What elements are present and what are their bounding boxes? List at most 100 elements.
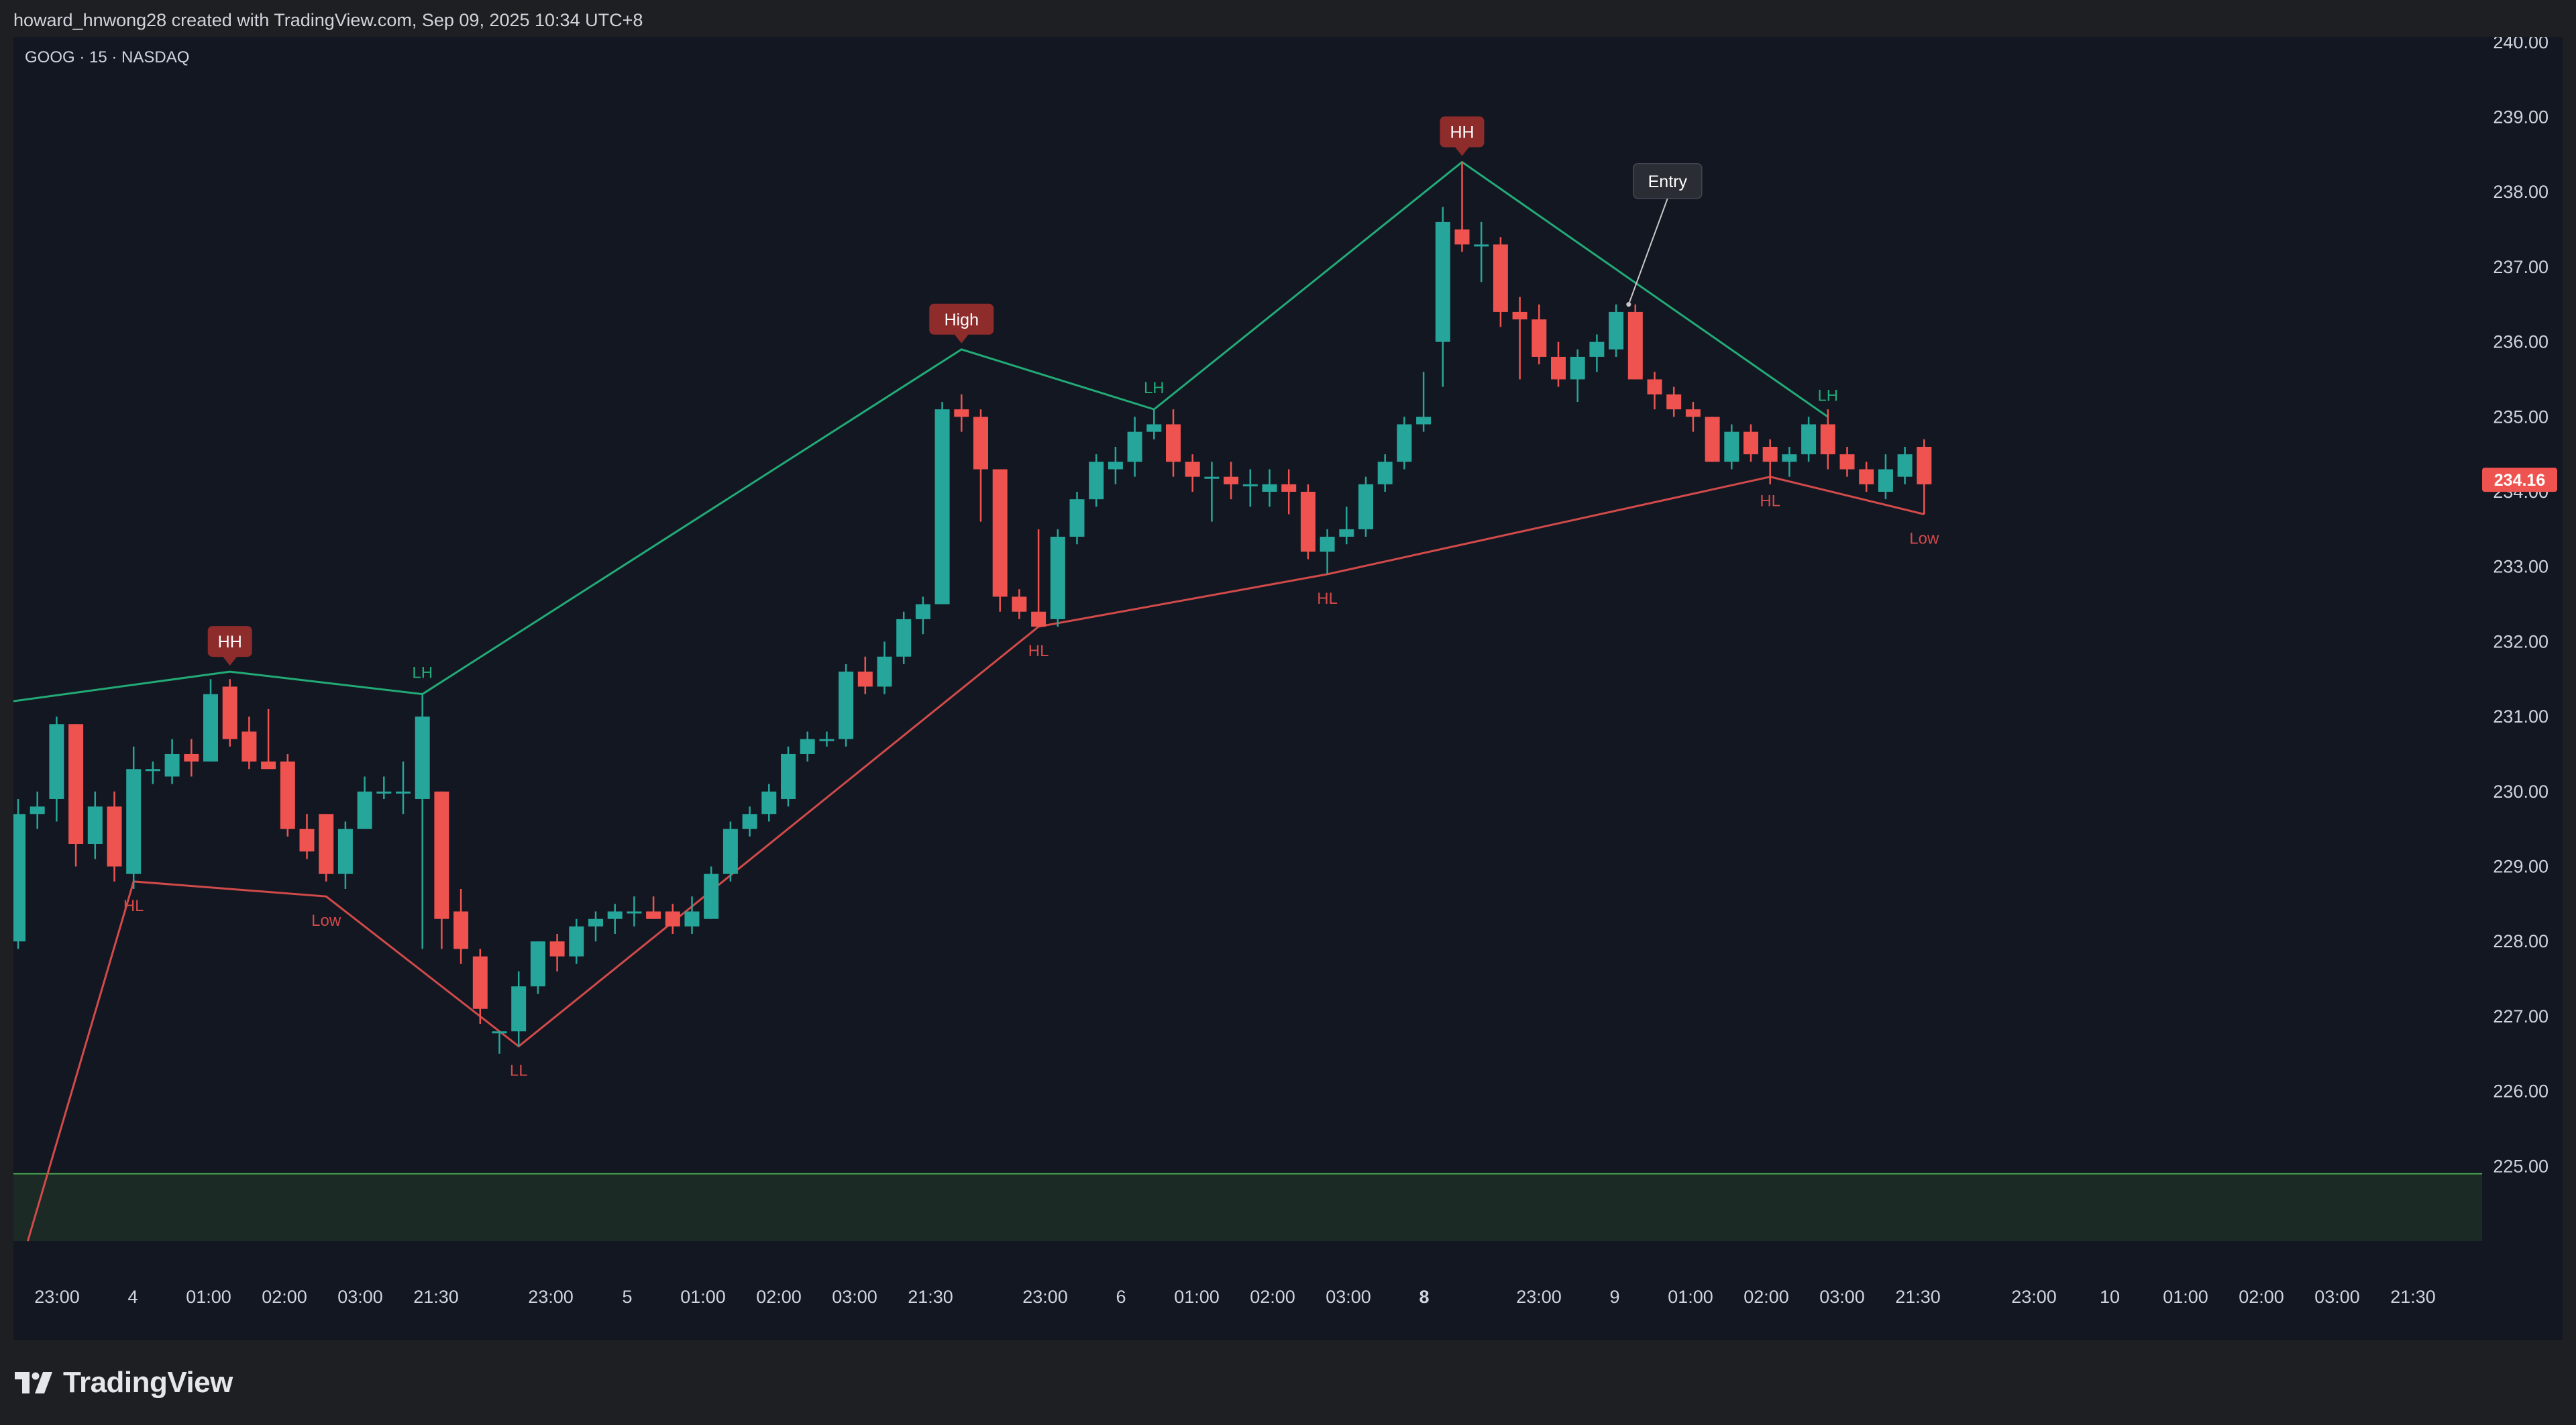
tradingview-brand[interactable]: TradingView bbox=[15, 1366, 233, 1399]
candle-body bbox=[1185, 462, 1200, 477]
entry-label: Entry bbox=[1648, 172, 1688, 191]
candle-body bbox=[472, 956, 488, 1009]
chart-pane[interactable]: HH LH High LH HH LH HL Low LL HL HL HL Low Entry 240.… bbox=[13, 37, 2563, 1340]
candle-body bbox=[396, 791, 411, 794]
price-tick-label: 226.00 bbox=[2493, 1081, 2548, 1102]
candle-body bbox=[569, 926, 584, 957]
candle bbox=[1300, 484, 1316, 560]
candle-body bbox=[665, 911, 680, 927]
candle bbox=[954, 394, 969, 432]
candle bbox=[1108, 446, 1123, 484]
entry-annotation[interactable]: Entry bbox=[1626, 163, 1703, 307]
zone-fill bbox=[13, 1173, 2482, 1241]
price-axis[interactable]: 240.00 239.00 238.00 237.00 236.00 235.00 234.… bbox=[2482, 37, 2557, 1176]
candle bbox=[49, 717, 64, 822]
candle bbox=[1166, 409, 1181, 477]
flag-box bbox=[207, 626, 252, 657]
candle bbox=[415, 694, 430, 949]
time-tick-label: 02:00 bbox=[1743, 1287, 1789, 1307]
candle-body bbox=[1127, 431, 1142, 462]
time-tick-label: 4 bbox=[127, 1287, 138, 1307]
candle-body bbox=[376, 791, 392, 794]
flag-label: HH bbox=[218, 633, 242, 651]
candle bbox=[30, 791, 45, 829]
pivot-label: HL bbox=[1028, 642, 1049, 660]
time-tick-label: 10 bbox=[2100, 1287, 2120, 1307]
candle bbox=[1512, 297, 1527, 380]
candle bbox=[1627, 304, 1643, 380]
candle-body bbox=[896, 619, 912, 657]
pivot-label: HL bbox=[1760, 492, 1780, 511]
candle-body bbox=[742, 814, 757, 829]
candle bbox=[1859, 462, 1874, 492]
candle-body bbox=[1339, 529, 1354, 537]
candle-body bbox=[49, 724, 64, 799]
time-tick-label: 9 bbox=[1609, 1287, 1619, 1307]
price-tick-label: 235.00 bbox=[2493, 407, 2548, 427]
chart-canvas[interactable]: HH LH High LH HH LH HL Low LL HL HL HL Low Entry 240.… bbox=[13, 37, 2563, 1340]
time-tick-label: 01:00 bbox=[2163, 1287, 2208, 1307]
candle bbox=[1839, 446, 1855, 477]
candle bbox=[1878, 454, 1893, 500]
candle bbox=[1435, 207, 1450, 387]
candle-body bbox=[1743, 431, 1758, 455]
candle bbox=[1666, 386, 1682, 417]
candle-body bbox=[857, 672, 873, 687]
price-tick-label: 227.00 bbox=[2493, 1006, 2548, 1026]
candle bbox=[588, 911, 603, 942]
last-price-text: 234.16 bbox=[2494, 471, 2545, 490]
candle bbox=[1281, 469, 1297, 515]
candle-body bbox=[241, 731, 257, 762]
candle-body bbox=[1820, 424, 1835, 455]
candle bbox=[126, 746, 142, 890]
price-tick-label: 238.00 bbox=[2493, 182, 2548, 202]
candles bbox=[13, 162, 1932, 1054]
time-tick-label: 21:30 bbox=[908, 1287, 953, 1307]
candle bbox=[1801, 417, 1817, 462]
candle-body bbox=[145, 769, 160, 772]
time-tick-label: 02:00 bbox=[756, 1287, 802, 1307]
candle-body bbox=[1685, 409, 1701, 417]
time-tick-label: 23:00 bbox=[1516, 1287, 1562, 1307]
candle-body bbox=[1532, 319, 1547, 357]
candle bbox=[1570, 349, 1585, 402]
candle bbox=[1647, 372, 1662, 410]
candle bbox=[1705, 417, 1720, 462]
candle-body bbox=[1300, 492, 1316, 552]
last-price-box bbox=[2482, 468, 2557, 492]
time-axis[interactable]: 23:00 4 01:00 02:00 03:00 21:30 23:00 5 01:00 02:… bbox=[34, 1287, 2436, 1307]
pivot-flag: HH bbox=[1440, 116, 1485, 156]
candle bbox=[1204, 462, 1220, 522]
candle-body bbox=[1224, 476, 1239, 484]
price-tick-label: 228.00 bbox=[2493, 931, 2548, 951]
candle bbox=[1454, 162, 1470, 252]
time-tick-label: 03:00 bbox=[337, 1287, 383, 1307]
candle-body bbox=[1705, 417, 1720, 462]
candle bbox=[164, 739, 180, 784]
candle bbox=[722, 821, 738, 882]
candle-body bbox=[299, 829, 315, 852]
candle-body bbox=[1281, 484, 1297, 492]
candle-body bbox=[337, 829, 353, 874]
time-tick-label: 8 bbox=[1419, 1287, 1429, 1307]
candle bbox=[1012, 589, 1027, 619]
candle bbox=[781, 746, 796, 807]
candle-body bbox=[415, 717, 430, 799]
candle-body bbox=[973, 417, 988, 470]
time-tick-label: 02:00 bbox=[262, 1287, 307, 1307]
candle bbox=[857, 656, 873, 694]
candle bbox=[1782, 446, 1797, 477]
candle bbox=[492, 1031, 507, 1054]
candle bbox=[1050, 529, 1065, 627]
pivot-label: LL bbox=[510, 1062, 528, 1080]
candle-body bbox=[819, 739, 835, 741]
flag-label: HH bbox=[1450, 123, 1474, 142]
candle-body bbox=[13, 814, 25, 942]
candle-body bbox=[1570, 356, 1585, 380]
time-tick-label: 23:00 bbox=[2011, 1287, 2057, 1307]
candle-body bbox=[1782, 454, 1797, 462]
time-tick-label: 23:00 bbox=[528, 1287, 574, 1307]
candle bbox=[992, 469, 1008, 612]
candle-body bbox=[1069, 499, 1085, 537]
candle bbox=[1820, 409, 1835, 470]
